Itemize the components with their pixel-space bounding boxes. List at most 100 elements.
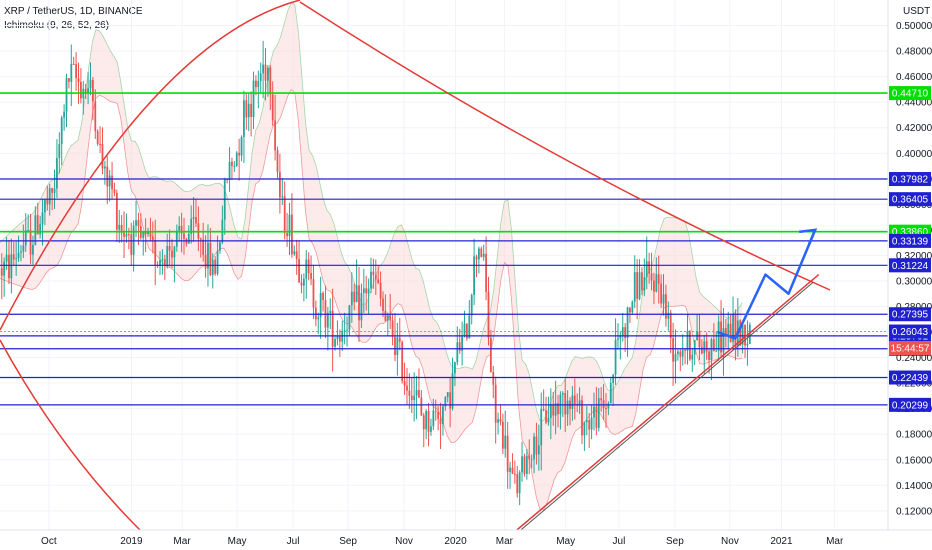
candle-body: [748, 324, 751, 344]
price-tag: [889, 397, 931, 412]
candle-body: [477, 248, 480, 260]
candle-body: [346, 329, 348, 331]
candle-body: [70, 63, 73, 82]
currency-label: USDT: [903, 6, 930, 17]
candle-body: [482, 253, 485, 257]
candle-body: [665, 294, 667, 319]
x-tick-label: Mar: [173, 536, 191, 547]
candle-body: [389, 315, 392, 321]
candle-body: [173, 246, 176, 258]
candle-body: [51, 188, 54, 193]
candle-body: [578, 400, 581, 405]
candle-body: [475, 256, 478, 260]
candle-body: [549, 404, 552, 418]
candle-body: [135, 220, 137, 226]
candle-body: [72, 63, 75, 65]
x-tick-label: 2021: [770, 536, 793, 547]
candle-body: [209, 242, 212, 275]
candle-body: [394, 336, 396, 356]
candle-body: [264, 64, 267, 81]
candle-body: [32, 245, 34, 255]
candle-body: [398, 337, 401, 342]
candle-body: [302, 278, 305, 286]
candle-body: [650, 273, 653, 281]
candle-body: [216, 250, 219, 274]
candle-body: [504, 435, 507, 449]
candle-body: [367, 288, 370, 294]
candle-body: [641, 272, 643, 291]
candle-body: [516, 474, 519, 494]
y-tick-label: 0.30000: [896, 276, 932, 287]
candle-body: [693, 340, 696, 355]
candle-body: [348, 305, 351, 330]
candle-body: [612, 374, 615, 383]
candle-body: [250, 103, 253, 117]
price-tag-label: 0.22439: [892, 373, 929, 384]
candle-body: [537, 445, 540, 455]
price-tag-label: 0.33860: [892, 227, 929, 238]
candle-body: [374, 274, 377, 280]
candle-body: [113, 189, 116, 193]
candle-body: [252, 80, 255, 117]
candle-body: [161, 259, 164, 261]
candle-body: [199, 238, 202, 240]
candle-body: [144, 232, 147, 235]
candle-body: [703, 341, 706, 354]
candle-body: [77, 78, 80, 82]
candle-body: [636, 272, 639, 299]
candle-body: [60, 117, 63, 145]
candle-body: [657, 274, 660, 284]
candle-body: [734, 314, 737, 347]
candle-body: [674, 354, 677, 362]
y-tick-label: 0.24000: [896, 353, 932, 364]
candle-body: [614, 339, 617, 375]
candle-body: [53, 188, 56, 193]
candle-body: [322, 293, 324, 301]
candle-body: [142, 232, 145, 238]
candle-body: [470, 294, 473, 316]
candle-body: [434, 410, 437, 412]
candle-body: [247, 103, 250, 118]
candle-body: [686, 331, 689, 351]
candle-body: [96, 131, 99, 144]
drawings: [0, 0, 831, 531]
candle-body: [214, 259, 217, 274]
candle-body: [401, 341, 404, 382]
candle-body: [63, 111, 66, 118]
candle-body: [422, 415, 425, 430]
candle-body: [669, 312, 672, 339]
y-tick-label: 0.18000: [896, 430, 932, 441]
candle-body: [192, 217, 195, 219]
x-tick-label: Jul: [613, 536, 626, 547]
candle-body: [319, 293, 322, 318]
candle-body: [449, 392, 452, 409]
candle-body: [262, 64, 265, 74]
candle-body: [413, 395, 416, 401]
candle-body: [744, 324, 746, 346]
candle-body: [480, 248, 483, 257]
candle-body: [672, 338, 675, 362]
price-tag-label: 0.36405: [892, 195, 929, 206]
candle-body: [29, 229, 32, 255]
candle-body: [585, 420, 588, 423]
x-tick-label: May: [228, 536, 247, 547]
candle-body: [235, 152, 238, 166]
candle-body: [171, 250, 173, 258]
candle-body: [243, 100, 245, 137]
candle-body: [362, 288, 365, 293]
candle-body: [41, 212, 44, 224]
candle-body: [629, 307, 631, 313]
candle-body: [662, 294, 665, 304]
candle-body: [456, 342, 459, 363]
candle-body: [571, 395, 574, 409]
candle-body: [219, 242, 221, 251]
candle-body: [293, 251, 296, 255]
symbol-title: XRP / TetherUS, 1D, BINANCE: [4, 6, 143, 17]
y-tick-label: 0.48000: [896, 47, 932, 58]
candle-body: [326, 312, 329, 328]
candle-body: [360, 292, 363, 321]
candle-body: [151, 236, 154, 240]
candle-body: [530, 459, 533, 461]
candle-body: [705, 341, 708, 352]
